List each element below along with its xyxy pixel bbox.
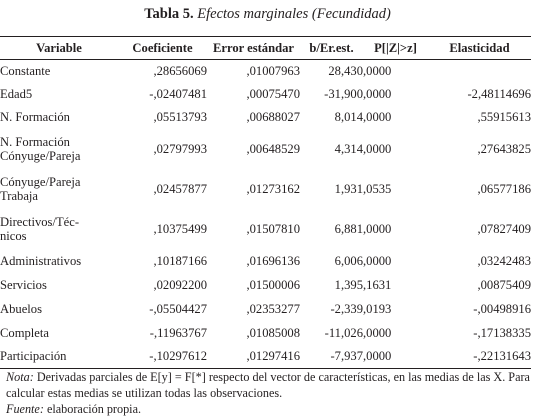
header-p-value: P[|Z|>z] (363, 36, 428, 60)
cell-coeficiente: -,11963767 (149, 325, 207, 340)
cell-coeficiente: ,02797993 (153, 141, 207, 156)
cell-error-estandar: ,00648529 (246, 141, 300, 156)
cell-error-estandar: ,01696136 (246, 253, 300, 268)
cell-variable: Directivos/Téc- nicos (0, 214, 80, 243)
table-number: Tabla 5. (144, 6, 194, 22)
cell-p-value: ,0000 (363, 141, 392, 156)
table-row: Servicios ,02092200 ,01500006 1,395,1631 ,00… (0, 273, 531, 297)
cell-p-value: ,0535 (363, 181, 392, 196)
cell-variable: Completa (0, 325, 49, 340)
cell-error-estandar: ,00075470 (246, 87, 300, 101)
cell-elasticidad: ,55915613 (477, 110, 531, 124)
cell-coeficiente: ,10375499 (153, 221, 207, 236)
cell-b-er-est: 1,931 (334, 181, 363, 196)
cell-b-er-est: -11,026 (324, 325, 363, 340)
table-body: Constante ,28656069,01007963 28,430,0000 Ed… (0, 60, 531, 369)
cell-error-estandar: ,01273162 (246, 181, 300, 196)
cell-elasticidad: ,07827409 (477, 221, 531, 236)
table-row: Directivos/Téc- nicos ,10375499 ,01507810 6… (0, 209, 531, 249)
table-notes: Nota: Derivadas parciales de E[y] = F[*]… (6, 369, 531, 417)
cell-b-er-est: 6,006 (334, 253, 363, 268)
cell-p-value: ,0000 (363, 221, 392, 236)
cell-b-er-est: -2,339 (330, 301, 363, 316)
cell-variable: Edad5 (0, 87, 33, 101)
cell-p-value: ,0000 (363, 64, 392, 79)
cell-coeficiente: -,10297612 (118, 344, 207, 369)
cell-coeficiente: -,02407481 (149, 87, 207, 101)
cell-error-estandar: ,01507810 (246, 221, 300, 236)
table-title: Tabla 5. Efectos marginales (Fecundidad) (0, 6, 535, 23)
note-label: Nota: (6, 370, 34, 384)
cell-error-estandar: ,00688027 (246, 110, 300, 124)
note-line: Nota: Derivadas parciales de E[y] = F[*]… (6, 369, 531, 401)
table-row: Edad5 -,02407481 ,00075470 -31,900,0000 -2,4… (0, 83, 531, 106)
note-text: Derivadas parciales de E[y] = F[*] respe… (6, 370, 530, 400)
cell-b-er-est: 28,430 (328, 64, 363, 79)
table-title-text: Efectos marginales (Fecundidad) (197, 6, 391, 22)
header-b-er-est: b/Er.est. (300, 36, 363, 60)
cell-coeficiente: ,28656069 (153, 64, 207, 79)
cell-elasticidad: -,17138335 (473, 325, 531, 340)
cell-error-estandar: ,02353277 (246, 301, 300, 316)
cell-p-value: ,1631 (363, 277, 392, 292)
cell-coeficiente: ,05513793 (153, 110, 207, 124)
header-error-estandar: Error estándar (207, 36, 300, 60)
cell-elasticidad (428, 60, 531, 83)
table-row: N. Formación Cónyuge/Pareja ,02797993 ,006… (0, 129, 531, 169)
cell-p-value: ,0193 (363, 301, 392, 316)
cell-error-estandar: ,01500006 (246, 277, 300, 292)
cell-p-value: ,0000 (363, 87, 392, 101)
cell-elasticidad: ,03242483 (477, 253, 531, 268)
cell-elasticidad: ,27643825 (477, 141, 531, 156)
header-coeficiente: Coeficiente (118, 36, 207, 60)
cell-variable: Cónyuge/Pareja Trabaja (0, 174, 81, 203)
cell-variable: N. Formación (0, 110, 70, 124)
cell-b-er-est: 1,395 (334, 277, 363, 292)
cell-variable: Servicios (0, 277, 47, 292)
table-row: Completa -,11963767 ,01085008 -11,026,0000 -… (0, 321, 531, 345)
cell-coeficiente: -,05504427 (149, 301, 207, 316)
cell-variable: Constante (0, 64, 51, 79)
header-row: Variable Coeficiente Error estándar b/Er… (0, 36, 531, 60)
cell-elasticidad: -,00498916 (473, 301, 531, 316)
source-line: Fuente: elaboración propia. (6, 401, 531, 417)
cell-b-er-est: -7,937 (300, 344, 363, 369)
cell-p-value: ,0000 (363, 344, 428, 369)
cell-coeficiente: ,02092200 (153, 277, 207, 292)
cell-variable: Administrativos (0, 253, 82, 268)
source-label: Fuente: (6, 402, 44, 416)
cell-coeficiente: ,10187166 (153, 253, 207, 268)
table-row: Cónyuge/Pareja Trabaja ,02457877 ,01273162… (0, 169, 531, 209)
table-row: N. Formación ,05513793 ,00688027 8,014,0000… (0, 106, 531, 129)
table-row: Participación -,10297612,01297416 -7,937,0… (0, 344, 531, 369)
cell-p-value: ,0000 (363, 110, 392, 124)
table-row: Abuelos -,05504427 ,02353277 -2,339,0193 -,0… (0, 297, 531, 321)
source-text: elaboración propia. (43, 402, 142, 416)
cell-error-estandar: ,01007963 (246, 64, 300, 79)
cell-coeficiente: ,02457877 (153, 181, 207, 196)
cell-p-value: ,0000 (363, 253, 392, 268)
header-elasticidad: Elasticidad (428, 36, 531, 60)
cell-b-er-est: 8,014 (334, 110, 363, 124)
cell-elasticidad: ,00875409 (477, 277, 531, 292)
table-row: Administrativos ,10187166,01696136 6,006,0… (0, 249, 531, 273)
cell-b-er-est: 4,314 (334, 141, 363, 156)
cell-b-er-est: 6,881 (334, 221, 363, 236)
header-variable: Variable (0, 36, 118, 60)
cell-p-value: ,0000 (363, 325, 392, 340)
cell-elasticidad: -,22131643 (428, 344, 531, 369)
cell-elasticidad: -2,48114696 (467, 87, 531, 101)
cell-error-estandar: ,01085008 (246, 325, 300, 340)
cell-elasticidad: ,06577186 (477, 181, 531, 196)
cell-error-estandar: ,01297416 (207, 344, 300, 369)
marginal-effects-table: Variable Coeficiente Error estándar b/Er… (0, 36, 531, 369)
cell-variable: Abuelos (0, 301, 42, 316)
cell-variable: Participación (0, 344, 118, 369)
cell-b-er-est: -31,900 (324, 87, 363, 101)
cell-variable: N. Formación Cónyuge/Pareja (0, 134, 81, 163)
table-row: Constante ,28656069 ,01007963 28,430,0000 (0, 60, 531, 83)
